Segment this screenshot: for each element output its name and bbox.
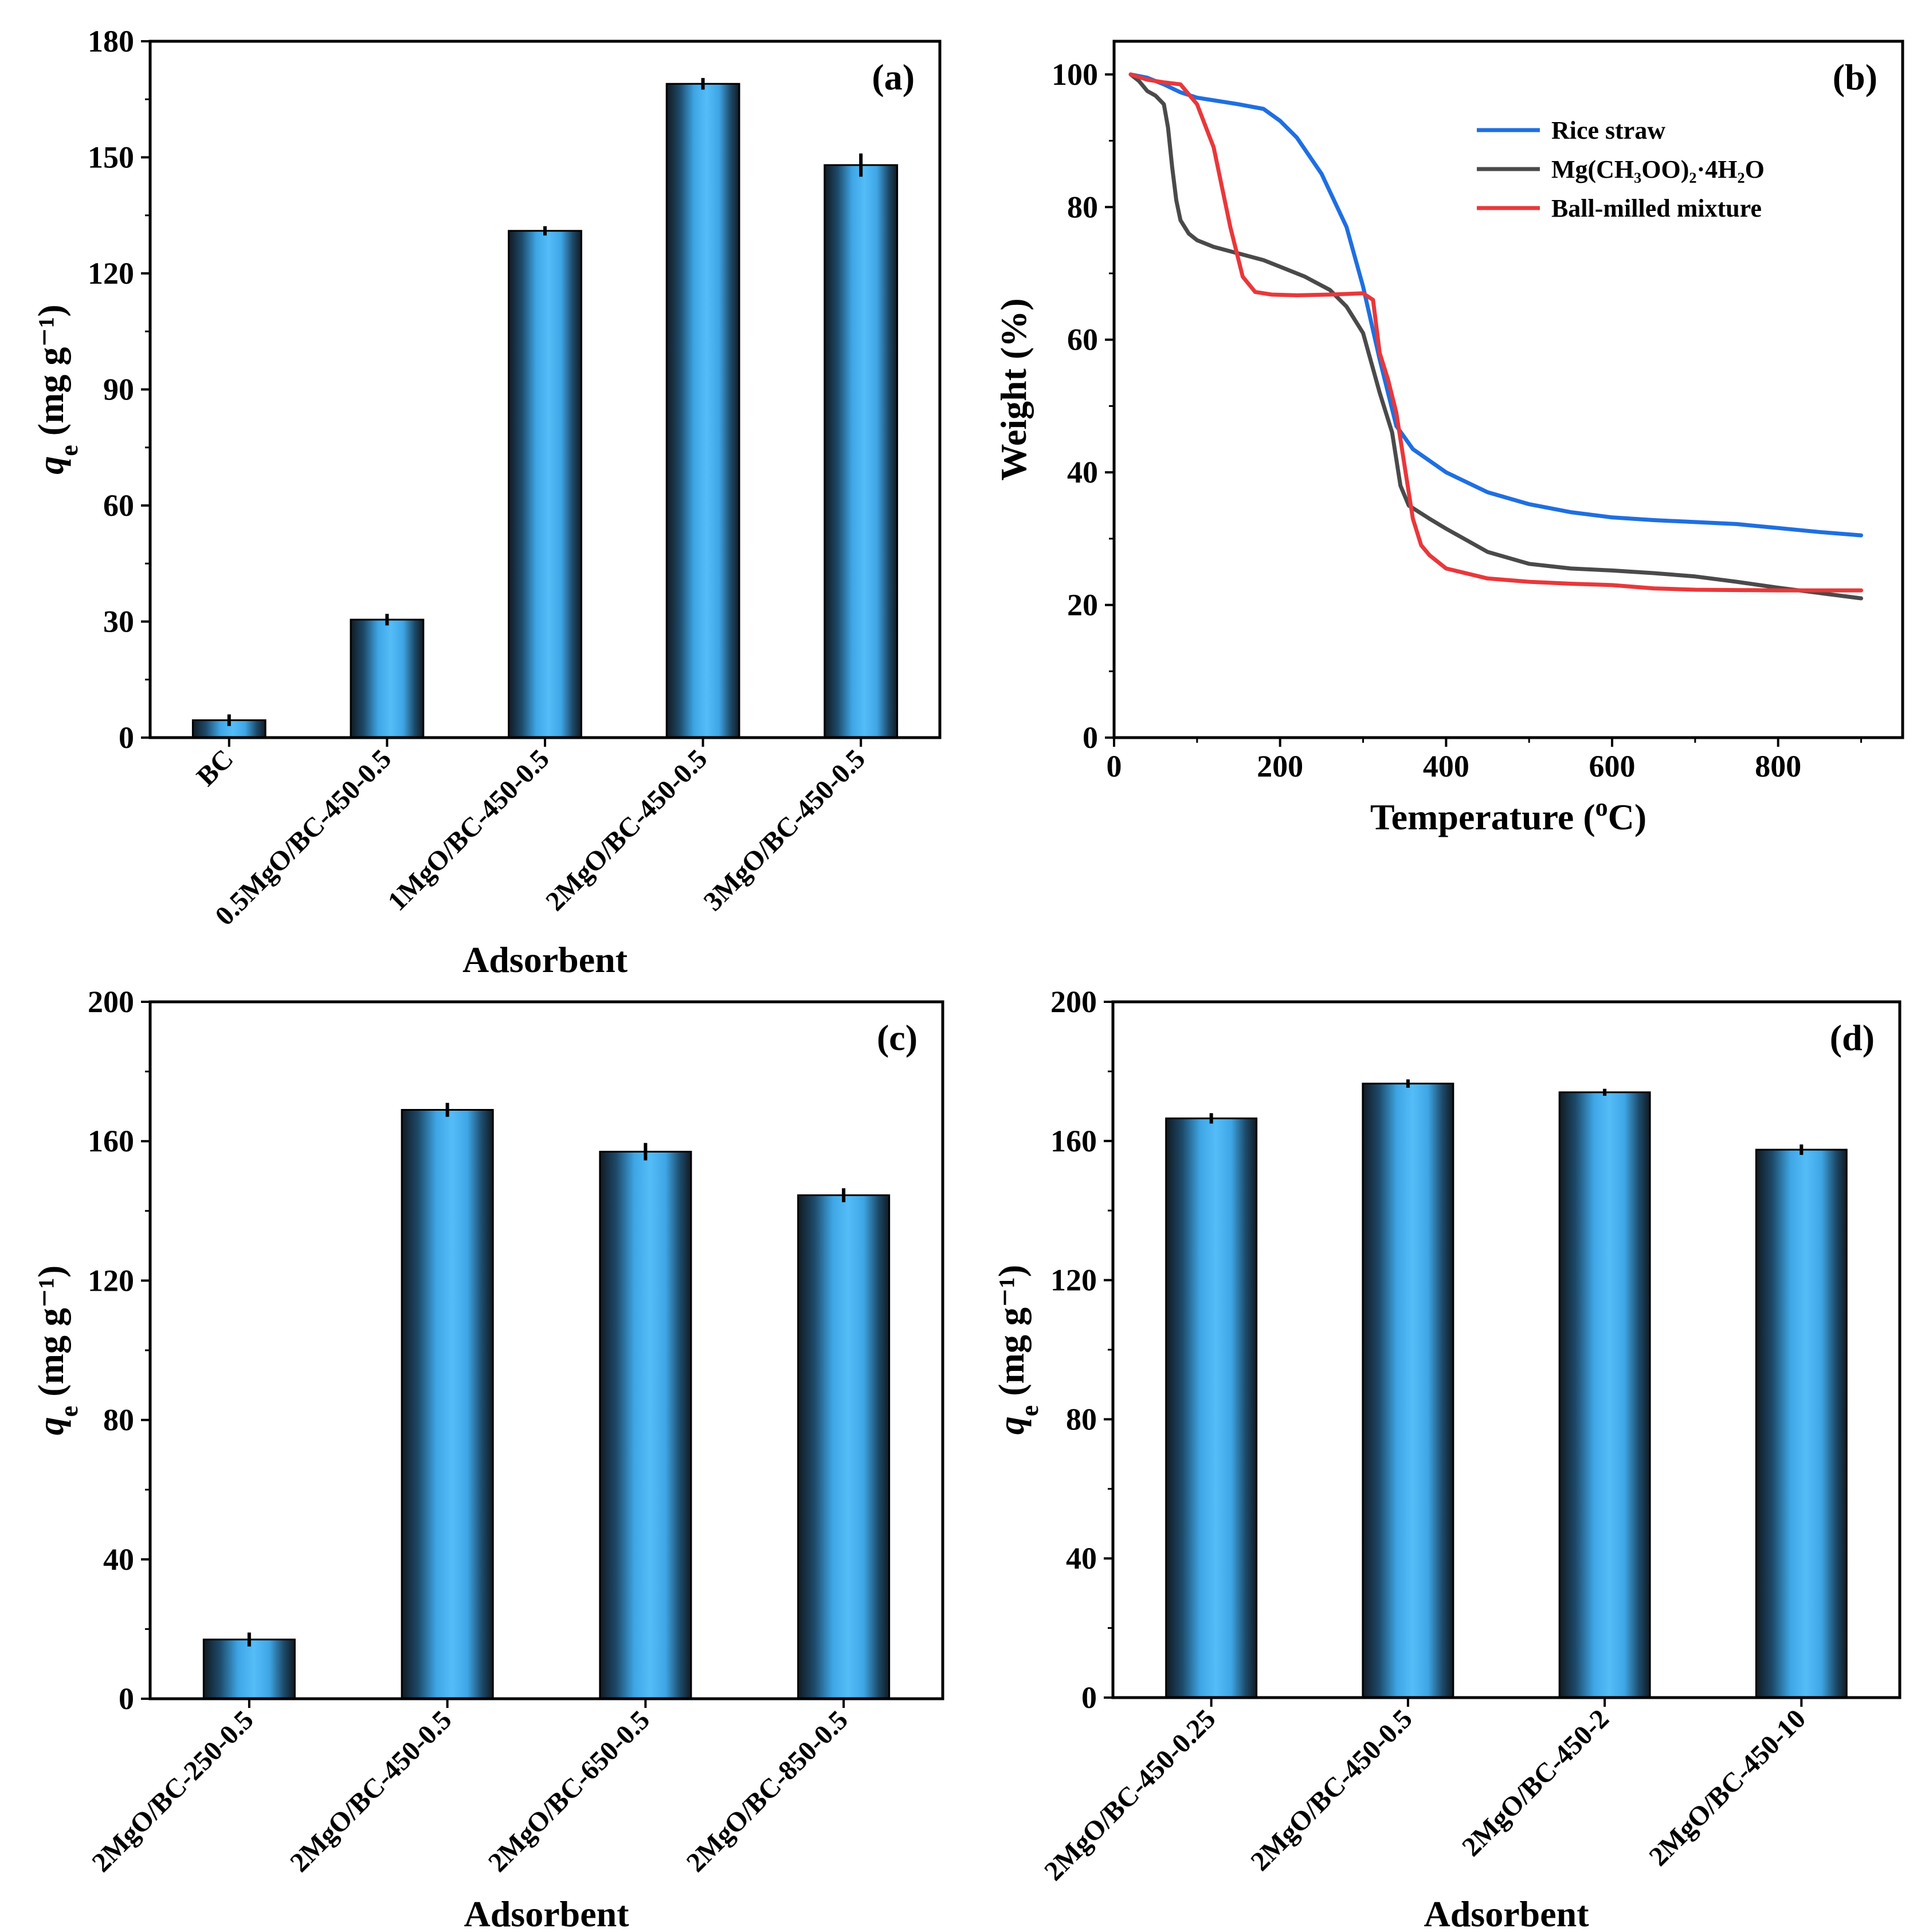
- y-tick-label: 60: [103, 488, 134, 523]
- panel-a-bar-chart: 0 30 60 90 120 150 180 BC0.5MgO/BC-450-0.51MgO/…: [30, 24, 942, 980]
- x-axis-title-text: Temperature (: [1370, 797, 1595, 837]
- y-tick-label: 40: [1066, 1541, 1097, 1576]
- legend-entry: Ball-milled mixture: [1551, 194, 1762, 222]
- y-tick-label: 120: [88, 256, 134, 291]
- x-tick-label: 400: [1423, 749, 1469, 783]
- y-tick-label: 150: [88, 140, 134, 175]
- bar: [824, 164, 899, 739]
- x-axis-title: Adsorbent: [464, 1894, 629, 1932]
- y-axis-title-symbol: q: [30, 1417, 71, 1435]
- y-tick-label: 100: [1052, 57, 1098, 92]
- y-tick-label: 120: [1050, 1263, 1097, 1298]
- plot-frame: [1112, 40, 1904, 739]
- y-axis-title: qe (mg g⁻¹): [991, 1265, 1044, 1435]
- y-tick-label: 160: [1050, 1124, 1097, 1158]
- y-tick-label: 0: [1081, 1680, 1097, 1715]
- x-tick-label: 200: [1257, 749, 1303, 783]
- x-axis-title: Adsorbent: [462, 939, 628, 980]
- y-tick-label: 80: [1066, 1402, 1097, 1436]
- y-tick-label: 80: [1067, 190, 1098, 224]
- x-category-label: 2MgO/BC-250-0.5: [86, 1704, 259, 1878]
- plot-frame: [148, 1000, 944, 1700]
- panel-c-bar-chart: 0 40 80 120 160 200 2MgO/BC-250-0.5 2MgO/BC-450…: [30, 985, 944, 1932]
- y-axis-title-unit: (mg g⁻¹): [991, 1265, 1032, 1405]
- y-tick-label: 20: [1067, 588, 1098, 622]
- series-line: [1128, 72, 1864, 538]
- plot-frame: [148, 40, 942, 739]
- panel-tag: (a): [872, 57, 915, 97]
- x-category-label: 3MgO/BC-450-0.5: [698, 743, 871, 916]
- y-axis-title-unit: (mg g⁻¹): [30, 304, 71, 445]
- y-tick-label: 200: [88, 985, 134, 1019]
- y-axis-title: Weight (%): [993, 298, 1034, 480]
- bar: [1755, 1149, 1848, 1699]
- legend-entry: Rice straw: [1551, 116, 1665, 144]
- x-category-label: 2MgO/BC-850-0.5: [681, 1704, 854, 1878]
- y-tick-label: 0: [119, 720, 134, 755]
- bar: [665, 83, 740, 739]
- y-axis-title-subscript: e: [1016, 1405, 1044, 1417]
- x-category-label: BC: [191, 743, 240, 792]
- bar: [508, 230, 582, 739]
- y-tick-label: 200: [1050, 985, 1097, 1019]
- y-tick-label: 40: [103, 1542, 134, 1577]
- series-line: [1128, 72, 1864, 593]
- bar: [401, 1108, 494, 1700]
- y-tick-label: 180: [88, 24, 134, 58]
- x-tick-label: 800: [1755, 749, 1801, 783]
- bar: [1165, 1117, 1258, 1699]
- legend-entry: Mg(CH₃OO)₂·4H₂O: [1551, 155, 1765, 183]
- plot-frame: [1111, 1000, 1901, 1699]
- x-category-label: 2MgO/BC-450-2: [1456, 1703, 1615, 1862]
- y-tick-label: 0: [119, 1682, 134, 1716]
- x-tick-label: 0: [1107, 749, 1122, 783]
- bar: [191, 719, 266, 739]
- series-line: [1128, 72, 1864, 601]
- x-category-label: 2MgO/BC-450-0.5: [1245, 1703, 1418, 1876]
- x-category-label: 2MgO/BC-650-0.5: [483, 1704, 656, 1878]
- y-axis-title-subscript: e: [55, 1406, 83, 1417]
- y-tick-label: 120: [88, 1263, 134, 1298]
- y-axis-title: qe (mg g⁻¹): [30, 304, 83, 474]
- x-axis-title-superscript: o: [1595, 793, 1608, 821]
- x-axis-title: Temperature (oC): [1370, 793, 1646, 838]
- y-tick-label: 160: [88, 1124, 134, 1158]
- y-axis-title: qe (mg g⁻¹): [30, 1265, 83, 1435]
- y-tick-label: 40: [1067, 455, 1098, 489]
- x-category-label: 0.5MgO/BC-450-0.5: [209, 743, 397, 931]
- bar: [350, 618, 425, 739]
- y-tick-label: 80: [103, 1403, 134, 1437]
- bar: [599, 1150, 692, 1700]
- bar: [202, 1639, 296, 1700]
- y-tick-label: 0: [1083, 720, 1098, 755]
- bar: [797, 1194, 891, 1700]
- bar: [1362, 1083, 1454, 1699]
- y-tick-label: 60: [1067, 323, 1098, 357]
- panel-b-line-chart: 0 20 40 60 80 100 0 200 400 600 800 Rice straw Mg(CH…: [993, 40, 1904, 838]
- panel-tag: (b): [1833, 57, 1877, 97]
- y-tick-label: 90: [103, 373, 134, 407]
- x-axis-title: Adsorbent: [1424, 1894, 1589, 1932]
- y-axis-title-symbol: q: [30, 456, 71, 475]
- x-category-label: 2MgO/BC-450-10: [1643, 1703, 1812, 1872]
- y-axis-title-subscript: e: [55, 445, 83, 456]
- y-axis-title-unit: (mg g⁻¹): [30, 1265, 71, 1406]
- x-category-label: 1MgO/BC-450-0.5: [382, 743, 555, 916]
- x-axis-title-end: C): [1608, 797, 1647, 837]
- y-tick-label: 30: [103, 605, 134, 639]
- panel-tag: (d): [1830, 1017, 1875, 1058]
- y-axis-title-symbol: q: [991, 1416, 1032, 1435]
- bar: [1558, 1091, 1651, 1699]
- x-tick-label: 600: [1589, 749, 1636, 783]
- panel-tag: (c): [877, 1017, 918, 1058]
- x-category-label: 2MgO/BC-450-0.5: [284, 1704, 457, 1878]
- x-category-label: 2MgO/BC-450-0.25: [1038, 1703, 1221, 1886]
- x-category-label: 2MgO/BC-450-0.5: [540, 743, 713, 916]
